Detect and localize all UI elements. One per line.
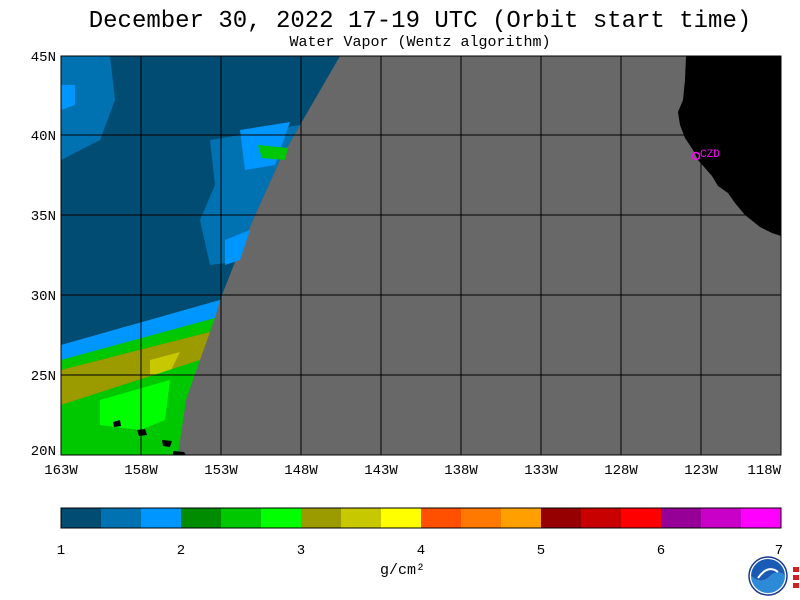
map-frame [60,55,782,456]
lon-label-143w: 143W [364,463,398,479]
colorbar-swatch [381,508,422,528]
lon-label-138w: 138W [444,463,478,479]
colorbar-tick-5: 5 [537,543,545,559]
lon-label-123w: 123W [684,463,718,479]
lat-label-20n: 20N [31,444,56,460]
swath-olive-band [61,332,210,405]
colorbar-tick-1: 1 [57,543,65,559]
colorbar-swatch [341,508,382,528]
lon-label-158w: 158W [124,463,158,479]
lat-label-35n: 35N [31,209,56,225]
colorbar [61,508,782,528]
lat-label-30n: 30N [31,289,56,305]
noaa-logo-icon [748,556,788,596]
land-us-west-coast [678,56,781,236]
colorbar-tick-2: 2 [177,543,185,559]
page-subtitle: Water Vapor (Wentz algorithm) [289,34,551,51]
colorbar-tick-3: 3 [297,543,305,559]
colorbar-swatch [101,508,142,528]
colorbar-swatch [741,508,782,528]
island-maui [162,440,172,447]
colorbar-tick-7: 7 [775,543,783,559]
colorbar-frame [60,507,782,529]
swath-bright-blue-edge [225,230,250,265]
psl-mark-icon [793,567,799,588]
colorbar-swatch [541,508,582,528]
lat-label-25n: 25N [31,369,56,385]
colorbar-tick-4: 4 [417,543,425,559]
island-oahu [137,429,147,436]
colorbar-swatch [621,508,662,528]
lon-label-133w: 133W [524,463,558,479]
lon-label-148w: 148W [284,463,318,479]
lat-label-45n: 45N [31,50,56,66]
swath-green-spot [258,145,288,160]
lon-label-128w: 128W [604,463,638,479]
colorbar-swatch [421,508,462,528]
colorbar-swatch [261,508,302,528]
colorbar-swatch [181,508,222,528]
colorbar-swatch [701,508,742,528]
lon-label-163w: 163W [44,463,78,479]
colorbar-swatch [221,508,262,528]
colorbar-units: g/cm² [380,562,426,579]
colorbar-swatch [581,508,622,528]
swath-yellow-patch [150,352,180,376]
colorbar-swatch [501,508,542,528]
swath-medium-blue-west [61,85,75,110]
colorbar-swatch [301,508,342,528]
page-title: December 30, 2022 17-19 UTC (Orbit start… [88,8,752,35]
colorbar-swatch [661,508,702,528]
colorbar-swatch [61,508,102,528]
lon-label-118w: 118W [747,463,781,479]
station-marker [691,151,701,161]
island-hawaii [173,451,186,455]
swath-green-band [61,318,215,370]
colorbar-tick-6: 6 [657,543,665,559]
colorbar-swatch [461,508,502,528]
island-kauai [113,420,121,427]
colorbar-swatch [141,508,182,528]
swath-bright-green-south [100,380,170,430]
station-label: CZD [700,149,720,161]
lat-label-40n: 40N [31,129,56,145]
lon-label-153w: 153W [204,463,238,479]
lat-lon-grid [61,56,781,455]
swath-blue-patch-north [61,56,115,160]
